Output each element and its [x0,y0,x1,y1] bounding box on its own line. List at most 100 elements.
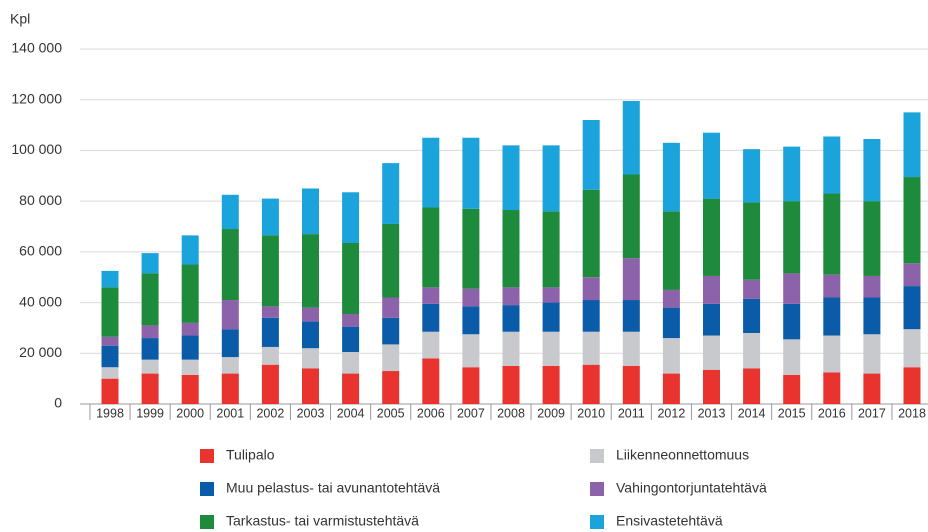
bar-segment [542,211,560,288]
bar-segment [823,136,841,194]
x-tick-label: 2015 [778,406,806,420]
bar-segment [302,307,319,322]
x-tick-label: 2005 [377,406,405,420]
bar-segment [743,298,761,333]
bar-segment [582,364,600,404]
bar-segment [622,365,640,404]
bar-segment [743,333,761,369]
bar-segment [382,297,400,318]
legend-swatch [200,482,214,496]
bar-segment [342,313,360,327]
bar-segment [261,346,279,365]
bar-segment [181,374,199,404]
bar-segment [221,373,239,404]
legend-swatch [590,449,604,463]
bar-segment [622,174,640,259]
legend-swatch [200,449,214,463]
bar-segment [422,303,440,332]
bar-segment [703,335,720,370]
bar-segment [622,100,640,175]
bar-segment [823,335,841,373]
x-tick-label: 2017 [858,406,886,420]
y-tick-label: 80 000 [19,192,62,208]
x-tick-label: 2009 [537,406,565,420]
bar-segment [582,300,600,332]
bar-segment [783,303,801,340]
bar-segment [302,368,319,404]
bar-segment [823,193,841,275]
bar-segment [823,297,841,336]
bar-segment [622,300,640,332]
bar-segment [903,329,921,368]
bar-segment [783,374,801,404]
bar-segment [221,300,239,330]
bar-segment [181,264,199,323]
bar-segment [462,367,480,404]
x-tick-label: 2012 [657,406,685,420]
bar-segment [141,253,159,274]
bar-segment [141,338,159,360]
y-tick-label: 140 000 [11,40,62,56]
x-tick-label: 2008 [497,406,525,420]
bar-segment [261,198,279,236]
y-tick-label: 0 [54,395,62,411]
x-tick-label: 1998 [96,406,124,420]
x-tick-label: 2000 [176,406,204,420]
bar-segment [221,329,239,358]
x-tick-label: 2007 [457,406,485,420]
bar-segment [863,297,881,335]
bar-segment [302,321,319,349]
bar-segment [462,208,480,289]
bar-segment [743,368,761,404]
bar-segment [181,335,199,360]
bar-segment [582,120,600,190]
bar-segment [462,334,480,368]
legend-label: Muu pelastus- tai avunantotehtävä [226,480,440,496]
bar-segment [382,344,400,372]
bar-segment [783,201,801,274]
bar-segment [382,317,400,345]
bar-segment [542,331,560,366]
bar-segment [622,331,640,366]
bar-segment [662,289,680,308]
bar-segment [703,132,720,199]
bar-segment [422,137,440,208]
x-tick-label: 2001 [216,406,244,420]
bar-segment [502,287,520,306]
legend-swatch [200,515,214,529]
bar-segment [141,325,159,339]
bar-segment [261,317,279,347]
bar-segment [382,163,400,224]
bar-segment [903,286,921,330]
y-tick-label: 120 000 [11,90,62,106]
bar-segment [141,273,159,326]
bar-segment [141,373,159,404]
bar-segment [502,331,520,366]
bar-segment [863,139,881,202]
bar-segment [823,372,841,404]
bar-segment [181,235,199,265]
bar-segment [382,223,400,298]
bar-segment [422,331,440,359]
x-tick-label: 2010 [577,406,605,420]
bar-segment [342,326,360,353]
legend-label: Liikenneonnettomuus [616,447,749,463]
bar-segment [662,338,680,374]
bar-segment [703,369,720,404]
bar-segment [542,287,560,303]
bar-segment [743,202,761,280]
x-tick-label: 2018 [898,406,926,420]
bar-segment [783,273,801,304]
bar-segment [261,235,279,307]
legend-label: Ensivastetehtävä [616,513,723,529]
bar-segment [662,373,680,404]
y-tick-label: 20 000 [19,344,62,360]
bar-segment [422,207,440,288]
bar-segment [903,367,921,404]
bar-segment [342,192,360,243]
x-tick-label: 2004 [337,406,365,420]
bar-segment [422,358,440,404]
bar-segment [101,270,119,288]
bar-segment [903,112,921,178]
